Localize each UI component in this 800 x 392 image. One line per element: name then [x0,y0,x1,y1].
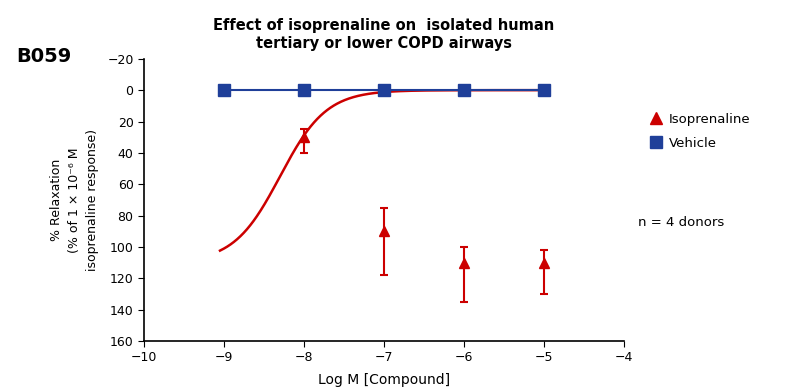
X-axis label: Log M [Compound]: Log M [Compound] [318,373,450,387]
Title: Effect of isoprenaline on  isolated human
tertiary or lower COPD airways: Effect of isoprenaline on isolated human… [214,18,554,51]
Legend: Isoprenaline, Vehicle: Isoprenaline, Vehicle [645,108,756,155]
Text: B059: B059 [16,47,71,66]
Y-axis label: % Relaxation
(% of 1 × 10⁻⁶ M
isoprenaline response): % Relaxation (% of 1 × 10⁻⁶ M isoprenali… [50,129,99,271]
Text: n = 4 donors: n = 4 donors [638,216,725,229]
